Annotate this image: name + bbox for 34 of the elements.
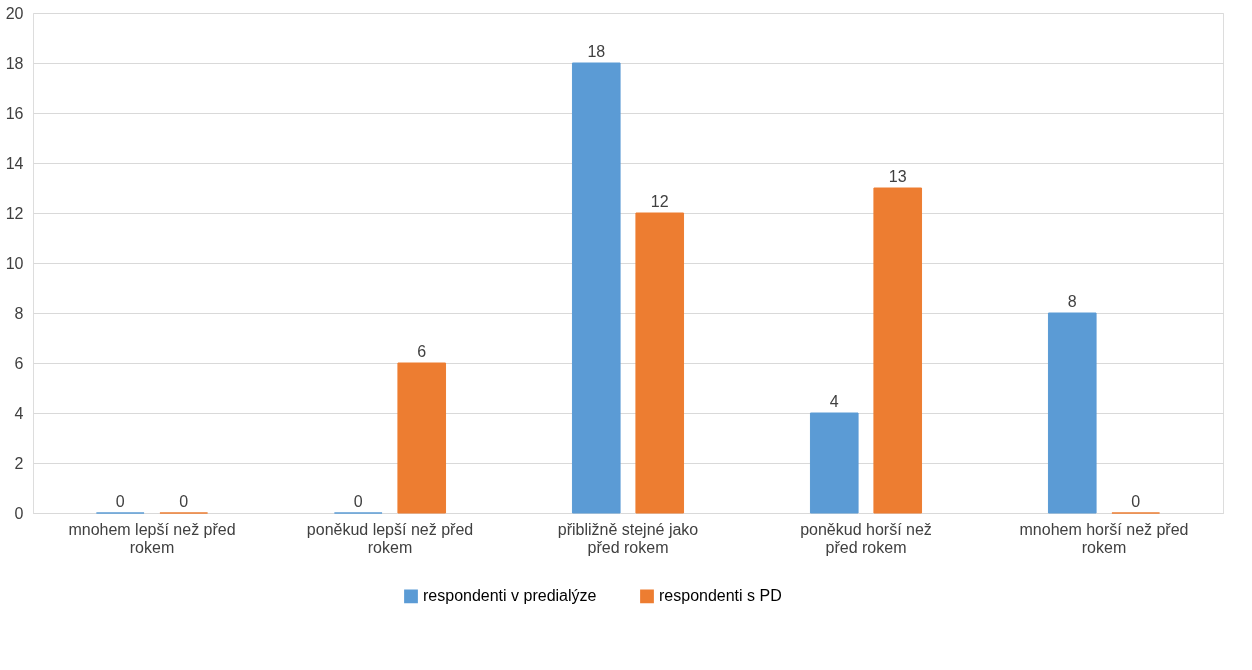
y-tick-label: 12	[5, 204, 24, 222]
y-tick-label: 14	[5, 154, 24, 172]
data-label: 18	[587, 43, 606, 60]
data-label: 0	[353, 493, 363, 510]
data-label: 13	[888, 168, 907, 185]
x-tick-label: přibližně stejné jako před rokem	[557, 520, 699, 556]
legend-label: respondenti s PD	[659, 587, 782, 605]
bar	[1047, 312, 1097, 514]
data-label: 4	[829, 393, 839, 410]
y-tick-label: 10	[5, 254, 24, 272]
y-tick-label: 20	[5, 4, 24, 22]
y-tick-label: 16	[5, 104, 24, 122]
data-label: 8	[1067, 293, 1077, 310]
bar	[635, 212, 685, 514]
data-label: 6	[417, 343, 427, 360]
data-label: 0	[115, 493, 125, 510]
data-label: 0	[1131, 493, 1141, 510]
y-tick-label: 6	[14, 354, 24, 372]
bar	[873, 187, 923, 514]
bar	[571, 62, 621, 514]
legend-label: respondenti v predialýze	[423, 587, 597, 605]
data-label: 12	[650, 193, 669, 210]
y-tick-label: 8	[14, 304, 24, 322]
y-tick-label: 2	[14, 454, 24, 472]
data-label: 0	[179, 493, 189, 510]
x-tick-label: mnohem lepší než před rokem	[68, 520, 236, 556]
y-tick-label: 18	[5, 54, 24, 72]
x-tick-label: poněkud lepší než před rokem	[306, 520, 474, 556]
x-tick-label: mnohem horší než před rokem	[1019, 520, 1189, 556]
y-tick-label: 4	[14, 404, 24, 422]
bar	[397, 362, 447, 514]
x-tick-label: poněkud horší než před rokem	[800, 520, 932, 556]
y-tick-label: 0	[14, 504, 24, 522]
bar	[809, 412, 859, 514]
